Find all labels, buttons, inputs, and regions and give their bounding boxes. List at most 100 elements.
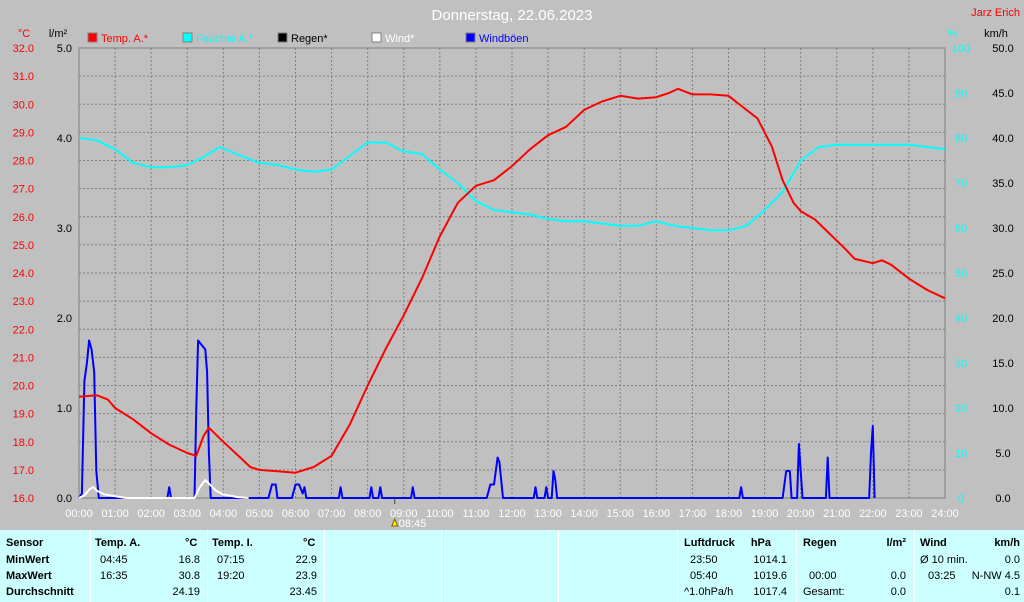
temp-axis-unit: °C xyxy=(18,28,30,40)
wind-avg-label: Ø 10 min. xyxy=(920,554,968,566)
humidity-axis: 0 10 20 30 40 50 60 70 80 90 100 xyxy=(952,43,970,505)
humidity-tick-label: 20 xyxy=(955,403,967,415)
time-tick-label: 11:00 xyxy=(463,508,490,520)
wind-header: Wind xyxy=(920,537,947,549)
legend-swatch xyxy=(277,32,288,43)
temp-a-unit: °C xyxy=(185,537,198,549)
humidity-tick-label: 10 xyxy=(955,448,967,460)
legend-label: Windböen xyxy=(479,33,529,45)
humidity-tick-label: 30 xyxy=(955,358,967,370)
rain-tick-label: 2.0 xyxy=(57,313,72,325)
rain-tick-label: 5.0 xyxy=(57,43,72,55)
time-tick-label: 03:00 xyxy=(173,508,201,520)
temp-a-header: Temp. A. xyxy=(95,537,141,549)
temp-tick-label: 32.0 xyxy=(13,43,34,55)
pressure-trend-label: ^1.0hPa/h xyxy=(684,586,734,598)
humidity-axis-unit: % xyxy=(947,28,957,40)
wind-tick-label: 5.0 xyxy=(995,448,1010,460)
temp-i-max-value: 23.9 xyxy=(295,570,317,582)
weather-chart: Donnerstag, 22.06.2023 Jarz Erich °C l/m… xyxy=(13,7,1020,530)
legend-label: Wind* xyxy=(385,33,415,45)
time-tick-label: 00:00 xyxy=(65,508,93,520)
series-line xyxy=(78,339,876,499)
wind-tick-label: 20.0 xyxy=(992,313,1013,325)
wind-unit: km/h xyxy=(994,537,1020,549)
wind-tick-label: 10.0 xyxy=(992,403,1013,415)
time-marker-label: 08:45 xyxy=(399,518,427,530)
legend-label: Feuchte A.* xyxy=(196,33,254,45)
time-tick-label: 02:00 xyxy=(137,508,165,520)
series-line xyxy=(78,137,946,232)
row-label-sensor: Sensor xyxy=(6,537,44,549)
time-tick-label: 01:00 xyxy=(101,508,129,520)
pressure-min-value: 1014.1 xyxy=(753,554,787,566)
humidity-tick-label: 40 xyxy=(955,313,967,325)
legend-label: Regen* xyxy=(291,33,328,45)
temp-tick-label: 27.0 xyxy=(13,184,34,196)
temp-i-min-time: 07:15 xyxy=(217,554,245,566)
legend-swatch xyxy=(465,32,476,43)
humidity-tick-label: 90 xyxy=(955,88,967,100)
temp-tick-label: 18.0 xyxy=(13,437,34,449)
rain-tick-label: 4.0 xyxy=(57,133,72,145)
legend-swatch xyxy=(371,32,382,43)
chart-grid xyxy=(78,47,946,499)
time-tick-label: 20:00 xyxy=(787,508,815,520)
wind-tick-label: 25.0 xyxy=(992,268,1013,280)
time-tick-label: 23:00 xyxy=(895,508,923,520)
rain-tick-label: 0.0 xyxy=(57,493,72,505)
wind-tick-label: 30.0 xyxy=(992,223,1013,235)
time-tick-label: 22:00 xyxy=(859,508,887,520)
temp-i-avg: 23.45 xyxy=(289,586,317,598)
pressure-min-time: 23:50 xyxy=(690,554,718,566)
temp-tick-label: 25.0 xyxy=(13,240,34,252)
temp-i-min-value: 22.9 xyxy=(295,554,317,566)
pressure-header: Luftdruck xyxy=(684,537,735,549)
humidity-tick-label: 60 xyxy=(955,223,967,235)
wind-axis: 0.0 5.0 10.0 15.0 20.0 25.0 30.0 35.0 40.0 45.0 50… xyxy=(992,43,1013,505)
time-tick-label: 05:00 xyxy=(246,508,274,520)
temp-tick-label: 17.0 xyxy=(13,465,34,477)
pressure-trend-value: 1017.4 xyxy=(753,586,787,598)
time-tick-label: 10:00 xyxy=(426,508,454,520)
row-label-max: MaxWert xyxy=(6,570,52,582)
wind-tick-label: 40.0 xyxy=(992,133,1013,145)
rain-axis: 0.0 1.0 2.0 3.0 4.0 5.0 xyxy=(57,43,72,505)
time-tick-label: 16:00 xyxy=(643,508,671,520)
time-tick-label: 09:00 xyxy=(390,508,418,520)
wind-avg2: 0.1 xyxy=(1004,586,1020,598)
row-label-min: MinWert xyxy=(6,554,50,566)
rain-max-time: 00:00 xyxy=(809,570,837,582)
rain-tick-label: 1.0 xyxy=(57,403,72,415)
time-tick-label: 24:00 xyxy=(931,508,959,520)
temp-tick-label: 24.0 xyxy=(13,268,34,280)
stats-table: Sensor MinWert MaxWert Durchschnitt Temp… xyxy=(0,530,1024,602)
wind-avg-value: 0.0 xyxy=(1004,554,1020,566)
time-tick-label: 19:00 xyxy=(751,508,779,520)
rain-max-value: 0.0 xyxy=(890,570,906,582)
temp-tick-label: 31.0 xyxy=(13,71,34,83)
wind-tick-label: 0.0 xyxy=(995,493,1010,505)
temp-a-min-value: 16.8 xyxy=(178,554,200,566)
legend-swatch xyxy=(182,32,193,43)
rain-total-label: Gesamt: xyxy=(803,586,845,598)
row-label-avg: Durchschnitt xyxy=(6,586,74,598)
chart-series xyxy=(78,87,946,499)
rain-axis-unit: l/m² xyxy=(49,28,68,40)
temp-i-max-time: 19:20 xyxy=(217,570,245,582)
time-tick-label: 18:00 xyxy=(715,508,743,520)
temp-i-header: Temp. I. xyxy=(212,537,253,549)
wind-tick-label: 35.0 xyxy=(992,178,1013,190)
time-tick-label: 17:00 xyxy=(679,508,707,520)
temp-tick-label: 29.0 xyxy=(13,127,34,139)
rain-unit: l/m² xyxy=(886,537,906,549)
wind-axis-unit: km/h xyxy=(984,28,1008,40)
time-tick-label: 13:00 xyxy=(534,508,562,520)
pressure-unit: hPa xyxy=(750,537,771,549)
temp-a-avg: 24.19 xyxy=(172,586,200,598)
humidity-tick-label: 80 xyxy=(955,133,967,145)
time-tick-label: 12:00 xyxy=(498,508,526,520)
rain-total-value: 0.0 xyxy=(890,586,906,598)
time-tick-label: 15:00 xyxy=(606,508,634,520)
temp-tick-label: 30.0 xyxy=(13,99,34,111)
